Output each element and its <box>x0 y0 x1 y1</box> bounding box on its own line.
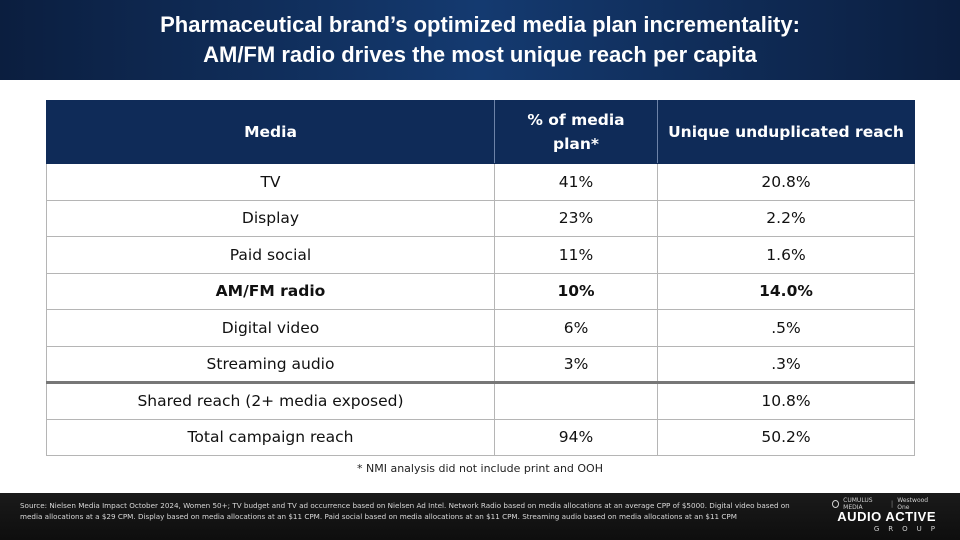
cell-reach: 20.8% <box>657 163 915 201</box>
source-text: Source: Nielsen Media Impact October 202… <box>20 501 790 521</box>
header-percent-of-plan: % of media plan* <box>494 100 658 164</box>
table-row-shared-reach: Shared reach (2+ media exposed) 10.8% <box>46 381 915 420</box>
media-plan-table: Media % of media plan* Unique unduplicat… <box>46 100 915 456</box>
cell-reach: 2.2% <box>657 199 915 237</box>
cell-media: AM/FM radio <box>46 272 495 310</box>
cell-reach: .5% <box>657 309 915 347</box>
table-header-row: Media % of media plan* Unique unduplicat… <box>46 100 915 164</box>
table-row-total: Total campaign reach 94% 50.2% <box>46 418 915 456</box>
cell-percent: 10% <box>494 272 658 310</box>
logo-partner-1: CUMULUS MEDIA <box>843 496 873 511</box>
cell-media: Streaming audio <box>46 345 495 383</box>
cell-reach: 50.2% <box>657 418 915 456</box>
cell-reach: .3% <box>657 345 915 383</box>
table-row: TV 41% 20.8% <box>46 163 915 201</box>
logo-partner-2: Westwood One <box>897 496 929 511</box>
table-row: Display 23% 2.2% <box>46 199 915 237</box>
table-row: Digital video 6% .5% <box>46 309 915 347</box>
table-row: Streaming audio 3% .3% <box>46 345 915 383</box>
logo-divider: | <box>890 499 894 508</box>
page-title-line-1: Pharmaceutical brand’s optimized media p… <box>160 12 800 37</box>
table-row-highlighted: AM/FM radio 10% 14.0% <box>46 272 915 310</box>
cell-percent: 41% <box>494 163 658 201</box>
cell-percent: 6% <box>494 309 658 347</box>
cumulus-icon <box>832 499 840 508</box>
logo-partners: CUMULUS MEDIA | Westwood One <box>832 496 936 511</box>
logo-sub: GROUP <box>873 525 944 533</box>
cell-percent: 23% <box>494 199 658 237</box>
cell-reach: 1.6% <box>657 236 915 274</box>
cell-media: Paid social <box>46 236 495 274</box>
cell-media: Display <box>46 199 495 237</box>
header-unique-reach: Unique unduplicated reach <box>657 100 915 164</box>
cell-percent: 3% <box>494 345 658 383</box>
logo-name: AUDIO ACTIVE <box>837 509 936 524</box>
cell-media: Total campaign reach <box>46 418 495 456</box>
cell-reach: 14.0% <box>657 272 915 310</box>
cell-percent: 11% <box>494 236 658 274</box>
title-banner: Pharmaceutical brand’s optimized media p… <box>0 0 960 80</box>
cell-percent: 94% <box>494 418 658 456</box>
cell-media: Digital video <box>46 309 495 347</box>
cell-media: TV <box>46 163 495 201</box>
footer-bar: Source: Nielsen Media Impact October 202… <box>0 493 960 540</box>
header-media: Media <box>46 100 495 164</box>
table-row: Paid social 11% 1.6% <box>46 236 915 274</box>
footnote: * NMI analysis did not include print and… <box>357 462 603 475</box>
cell-reach: 10.8% <box>657 381 915 420</box>
cell-media: Shared reach (2+ media exposed) <box>46 381 495 420</box>
cell-percent <box>494 381 658 420</box>
audio-active-group-logo: CUMULUS MEDIA | Westwood One AUDIO ACTIV… <box>832 496 936 538</box>
page-title-line-2: AM/FM radio drives the most unique reach… <box>203 42 757 67</box>
